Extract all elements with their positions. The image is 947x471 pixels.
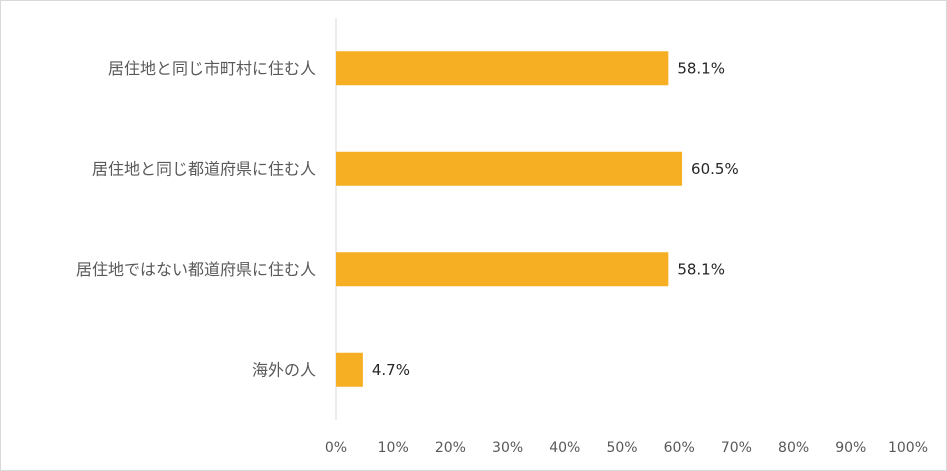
x-tick-label: 90% (835, 440, 866, 456)
x-tick-label: 50% (606, 440, 637, 456)
data-label: 4.7% (372, 361, 410, 379)
x-tick-label: 10% (378, 440, 409, 456)
bar (336, 51, 669, 86)
x-tick-label: 100% (888, 440, 928, 456)
x-tick-label: 80% (778, 440, 809, 456)
x-tick-label: 70% (721, 440, 752, 456)
data-label: 58.1% (677, 59, 725, 77)
data-label: 60.5% (691, 160, 739, 178)
x-tick-label: 40% (549, 440, 580, 456)
x-tick-label: 0% (325, 440, 347, 456)
category-label: 海外の人 (252, 360, 316, 379)
category-label: 居住地ではない都道府県に住む人 (76, 260, 316, 279)
bar (336, 352, 363, 387)
bar (336, 151, 683, 186)
bar (336, 252, 669, 287)
data-label: 58.1% (677, 260, 725, 278)
category-label: 居住地と同じ都道府県に住む人 (92, 159, 316, 178)
x-tick-label: 60% (664, 440, 695, 456)
x-tick-label: 30% (492, 440, 523, 456)
category-label: 居住地と同じ市町村に住む人 (108, 59, 316, 78)
x-tick-label: 20% (435, 440, 466, 456)
